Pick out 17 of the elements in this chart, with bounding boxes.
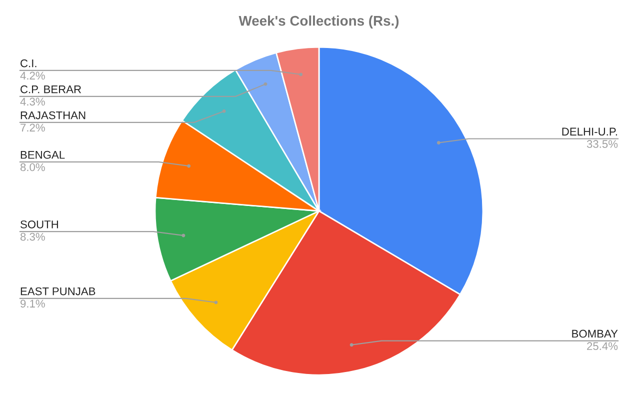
slice-label: DELHI-U.P. <box>562 128 617 136</box>
data-label: 9.1% <box>20 300 45 308</box>
data-label: 25.4% <box>587 342 618 350</box>
data-label: 7.2% <box>20 124 45 132</box>
chart-title: Week's Collections (Rs.) <box>238 16 399 28</box>
data-label: 8.0% <box>20 163 45 172</box>
slice-label: EAST PUNJAB <box>20 287 96 296</box>
slice-label: SOUTH <box>20 220 58 228</box>
data-label: 8.3% <box>20 232 45 241</box>
slice-label: RAJASTHAN <box>20 111 86 120</box>
slice-label: BENGAL <box>20 150 65 159</box>
data-label: 33.5% <box>586 140 618 148</box>
slice-label: C.I. <box>20 59 36 68</box>
slice-label: BOMBAY <box>572 330 618 338</box>
slice-label: C.P. BERAR <box>20 85 82 94</box>
data-label: 4.3% <box>20 98 45 106</box>
data-label: 4.2% <box>20 72 45 80</box>
